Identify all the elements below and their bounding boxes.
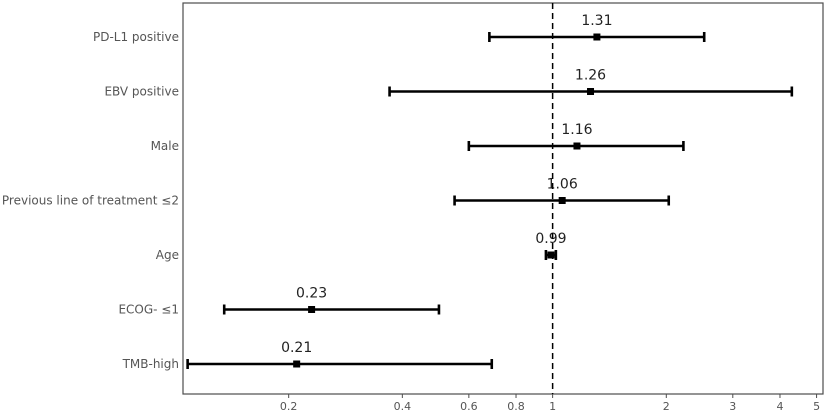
x-tick-label: 0.4 bbox=[394, 400, 412, 413]
x-tick-label: 1 bbox=[549, 400, 556, 413]
estimate-point bbox=[293, 360, 301, 368]
row-label: Previous line of treatment ≤2 bbox=[2, 194, 179, 208]
estimate-label: 0.23 bbox=[296, 286, 327, 302]
x-tick-label: 0.8 bbox=[507, 400, 525, 413]
estimate-point bbox=[587, 88, 595, 95]
x-tick-label: 4 bbox=[776, 400, 783, 413]
estimate-point bbox=[308, 306, 316, 313]
estimate-label: 1.16 bbox=[561, 122, 592, 138]
estimate-point bbox=[558, 197, 566, 204]
estimate-point bbox=[547, 251, 555, 259]
row-label: TMB-high bbox=[122, 357, 179, 371]
row-label: PD-L1 positive bbox=[93, 30, 179, 44]
x-tick-label: 0.6 bbox=[460, 400, 478, 413]
estimate-label: 1.06 bbox=[547, 177, 578, 193]
x-tick-label: 2 bbox=[663, 400, 670, 413]
plot-panel-border bbox=[182, 2, 824, 395]
estimate-label: 0.99 bbox=[535, 231, 566, 247]
estimate-label: 1.26 bbox=[575, 68, 606, 84]
estimate-point bbox=[593, 33, 601, 41]
x-tick-label: 5 bbox=[813, 400, 820, 413]
row-label: ECOG- ≤1 bbox=[118, 303, 179, 317]
row-label: Male bbox=[151, 139, 179, 153]
estimate-label: 0.21 bbox=[281, 340, 312, 356]
estimate-point bbox=[573, 142, 581, 150]
row-label: EBV positive bbox=[104, 85, 179, 99]
row-label: Age bbox=[156, 248, 179, 262]
x-tick-label: 0.2 bbox=[280, 400, 298, 413]
estimate-label: 1.31 bbox=[581, 13, 612, 29]
x-tick-label: 3 bbox=[729, 400, 736, 413]
